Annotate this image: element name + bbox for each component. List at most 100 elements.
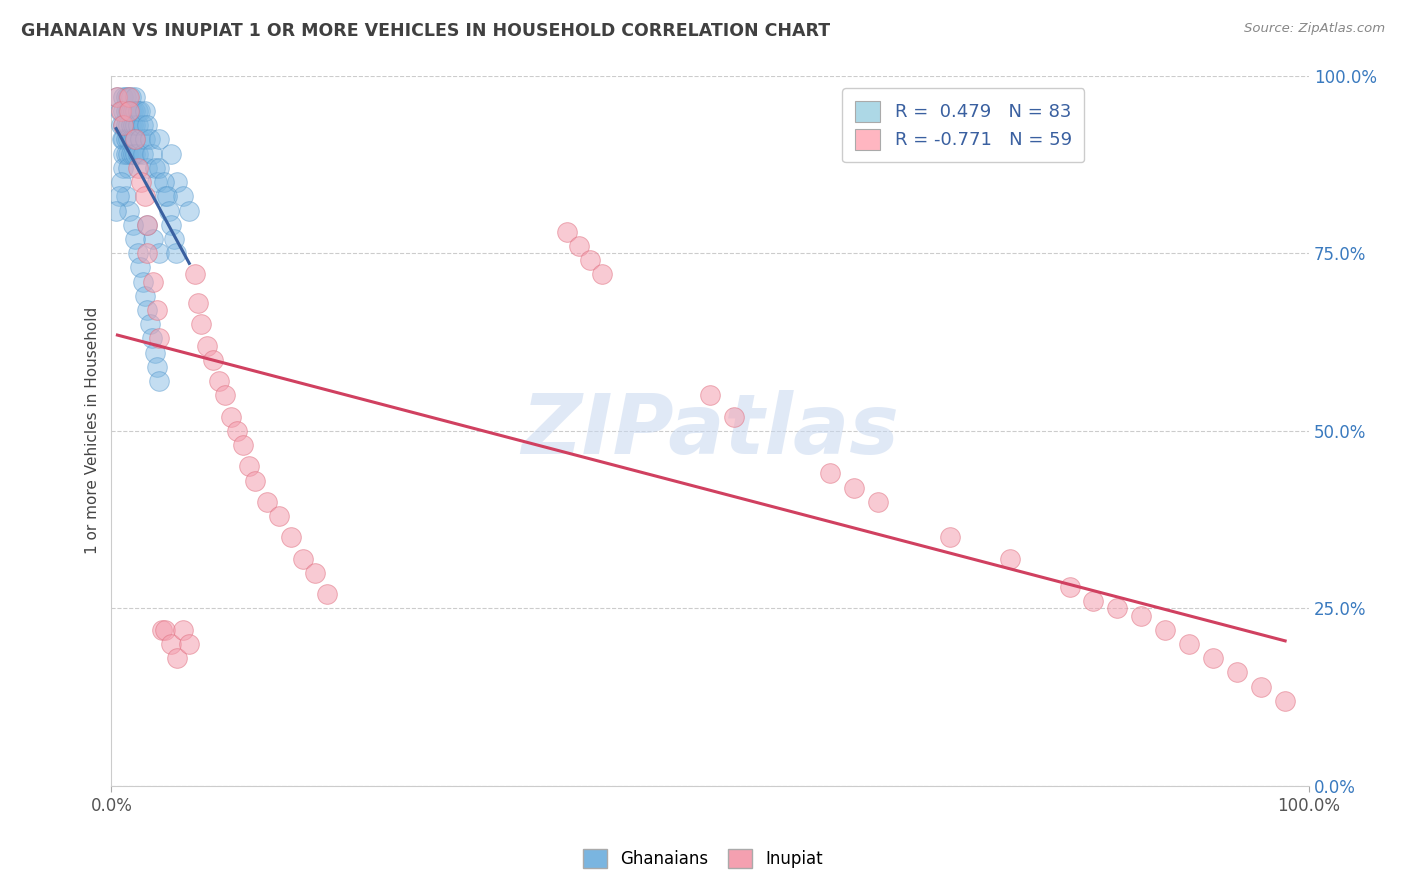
Point [136,118,159,132]
Point [114,118,136,132]
Point [866,495,889,509]
Point [292,551,315,566]
Point [117,161,139,175]
Point [117,118,139,132]
Point [107,189,129,203]
Point [136,246,159,260]
Legend: Ghanaians, Inupiat: Ghanaians, Inupiat [576,842,830,875]
Point [243,474,266,488]
Point [723,409,745,424]
Point [114,90,136,104]
Point [842,481,865,495]
Point [146,359,169,374]
Point [818,467,841,481]
Point [124,132,146,146]
Point [1250,680,1272,694]
Point [131,275,153,289]
Point [567,239,589,253]
Text: Source: ZipAtlas.com: Source: ZipAtlas.com [1244,22,1385,36]
Point [160,146,183,161]
Point [136,161,159,175]
Point [127,161,149,175]
Point [184,268,207,282]
Point [179,203,201,218]
Point [105,90,128,104]
Point [117,90,139,104]
Point [219,409,242,424]
Point [179,637,201,651]
Point [232,438,254,452]
Point [105,203,128,218]
Point [146,303,169,318]
Point [136,303,159,318]
Point [117,103,139,118]
Point [160,637,183,651]
Point [114,103,136,118]
Point [112,103,135,118]
Point [122,103,145,118]
Point [172,189,194,203]
Point [148,246,170,260]
Point [939,530,962,544]
Point [190,317,212,331]
Point [122,218,145,232]
Point [117,132,139,146]
Point [1274,694,1296,708]
Point [110,175,132,189]
Point [138,132,160,146]
Point [118,90,141,104]
Point [134,289,156,303]
Point [136,218,159,232]
Point [165,246,187,260]
Point [112,90,135,104]
Point [214,388,236,402]
Point [131,175,153,189]
Point [1154,623,1177,637]
Point [114,146,136,161]
Point [110,103,132,118]
Point [111,132,134,146]
Point [1226,665,1249,680]
Point [1083,594,1105,608]
Point [1130,608,1153,623]
Point [148,161,170,175]
Point [124,90,146,104]
Point [141,331,163,345]
Point [208,374,231,388]
Point [142,275,165,289]
Point [127,246,149,260]
Point [131,146,153,161]
Point [202,352,225,367]
Point [124,232,146,246]
Point [153,175,176,189]
Point [238,459,260,474]
Point [226,424,249,438]
Point [148,374,170,388]
Point [155,189,177,203]
Y-axis label: 1 or more Vehicles in Household: 1 or more Vehicles in Household [86,307,100,555]
Point [1178,637,1201,651]
Point [142,232,165,246]
Point [148,132,170,146]
Point [122,132,145,146]
Point [118,103,141,118]
Point [141,146,163,161]
Point [146,175,169,189]
Point [591,268,613,282]
Point [112,132,135,146]
Text: ZIPatlas: ZIPatlas [522,391,900,471]
Point [143,345,166,359]
Point [112,146,135,161]
Text: GHANAIAN VS INUPIAT 1 OR MORE VEHICLES IN HOUSEHOLD CORRELATION CHART: GHANAIAN VS INUPIAT 1 OR MORE VEHICLES I… [21,22,830,40]
Point [120,118,142,132]
Point [124,146,146,161]
Point [150,623,173,637]
Point [129,132,152,146]
Point [129,260,152,275]
Point [172,623,194,637]
Point [112,118,135,132]
Point [110,118,132,132]
Point [114,132,136,146]
Point [136,218,159,232]
Point [195,338,218,352]
